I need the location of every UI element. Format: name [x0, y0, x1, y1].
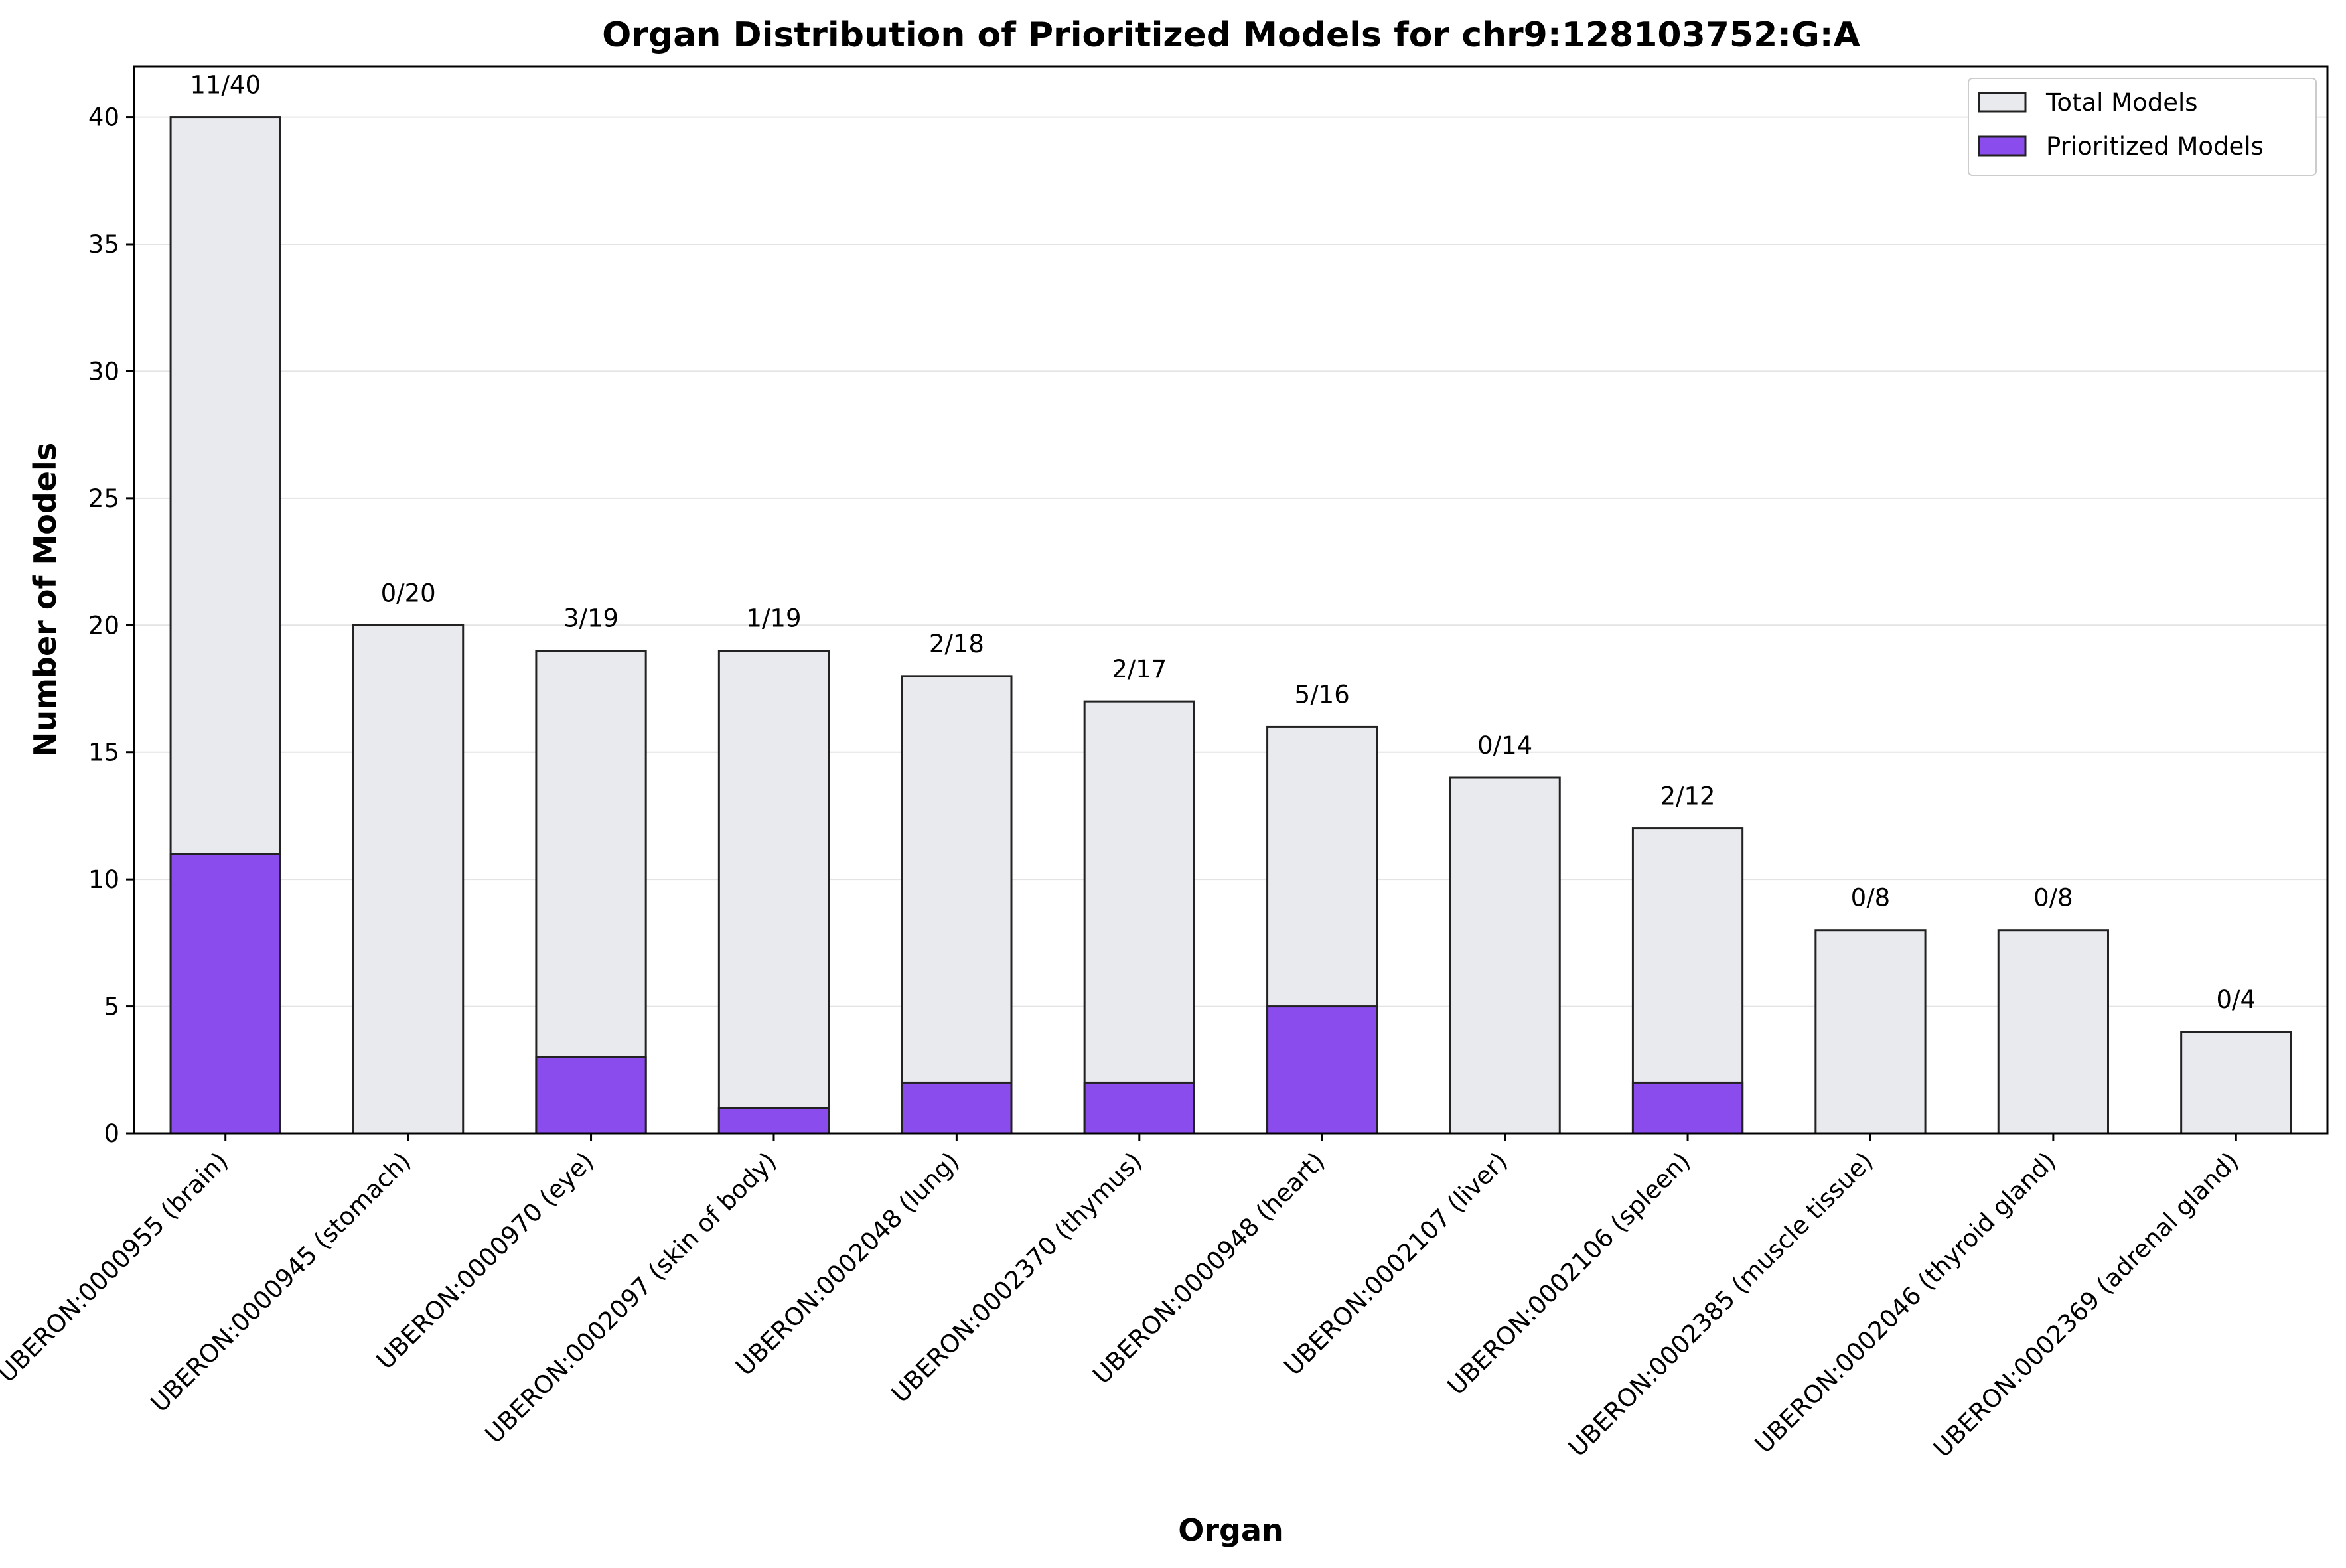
- total-models-bar: [717, 650, 830, 1135]
- total-models-bar: [1083, 700, 1195, 1135]
- legend: Total Models Prioritized Models: [1968, 78, 2317, 176]
- bars: [169, 116, 2292, 1135]
- total-models-bar: [1449, 776, 1561, 1135]
- bar-labels: 11/40 0/20 3/19 1/19 2/18 2/17 5/16 0/14 2/12 0/8…: [190, 71, 2256, 1014]
- legend-box: [1968, 78, 2317, 176]
- legend-swatch: [1978, 135, 2027, 157]
- bar-label: 2/18: [929, 630, 984, 658]
- bar-label: 5/16: [1295, 680, 1350, 709]
- bar-label: 0/8: [2033, 884, 2073, 912]
- chart-title: Organ Distribution of Prioritized Models…: [602, 15, 1860, 55]
- grid-lines: [134, 116, 2327, 1134]
- y-tick-label: 10: [88, 865, 119, 894]
- y-tick-label: 25: [88, 484, 119, 513]
- prioritized-models-bar: [1631, 1081, 1744, 1135]
- y-tick-label: 15: [88, 739, 119, 767]
- y-tick-label: 20: [88, 611, 119, 640]
- x-tick-label: UBERON:0002385 (muscle tissue): [1563, 1147, 1879, 1462]
- prioritized-models-bar: [169, 853, 281, 1135]
- legend-label: Total Models: [2045, 88, 2198, 117]
- y-tick-label: 40: [88, 104, 119, 132]
- bar-label: 11/40: [190, 71, 261, 100]
- bar-label: 3/19: [563, 605, 619, 633]
- x-axis-title: Organ: [1178, 1512, 1283, 1548]
- bar-label: 0/14: [1477, 731, 1532, 760]
- bar-label: 1/19: [746, 605, 801, 633]
- x-tick-label: UBERON:0000970 (eye): [371, 1147, 599, 1375]
- total-models-bar: [901, 675, 1013, 1135]
- prioritized-models-bar: [717, 1107, 830, 1135]
- y-tick-label: 35: [88, 230, 119, 259]
- y-tick-label: 0: [104, 1119, 119, 1148]
- bar-label: 0/4: [2217, 985, 2256, 1014]
- legend-swatch: [1978, 92, 2027, 113]
- y-tick-label: 5: [104, 993, 119, 1021]
- bar-label: 0/8: [1851, 884, 1891, 912]
- y-tick-label: 30: [88, 357, 119, 386]
- bar-label: 2/17: [1112, 655, 1167, 683]
- total-models-bar: [1814, 929, 1927, 1135]
- bar-label: 0/20: [381, 579, 436, 607]
- prioritized-models-bar: [535, 1056, 647, 1135]
- total-models-bar: [1997, 929, 2109, 1135]
- bar-label: 2/12: [1660, 782, 1715, 811]
- y-axis-title: Number of Models: [27, 443, 63, 757]
- x-tick-label: UBERON:0002097 (skin of body): [480, 1147, 782, 1449]
- total-models-bar: [2180, 1031, 2292, 1135]
- prioritized-models-bar: [1083, 1081, 1195, 1135]
- prioritized-models-bar: [1266, 1005, 1378, 1135]
- plot-frame: [133, 65, 2329, 1135]
- prioritized-models-bar: [901, 1081, 1013, 1135]
- legend-label: Prioritized Models: [2046, 132, 2264, 161]
- x-tick-label: UBERON:0002369 (adrenal gland): [1928, 1147, 2244, 1463]
- total-models-bar: [352, 624, 465, 1135]
- x-tick-label: UBERON:0002046 (thyroid gland): [1749, 1147, 2061, 1459]
